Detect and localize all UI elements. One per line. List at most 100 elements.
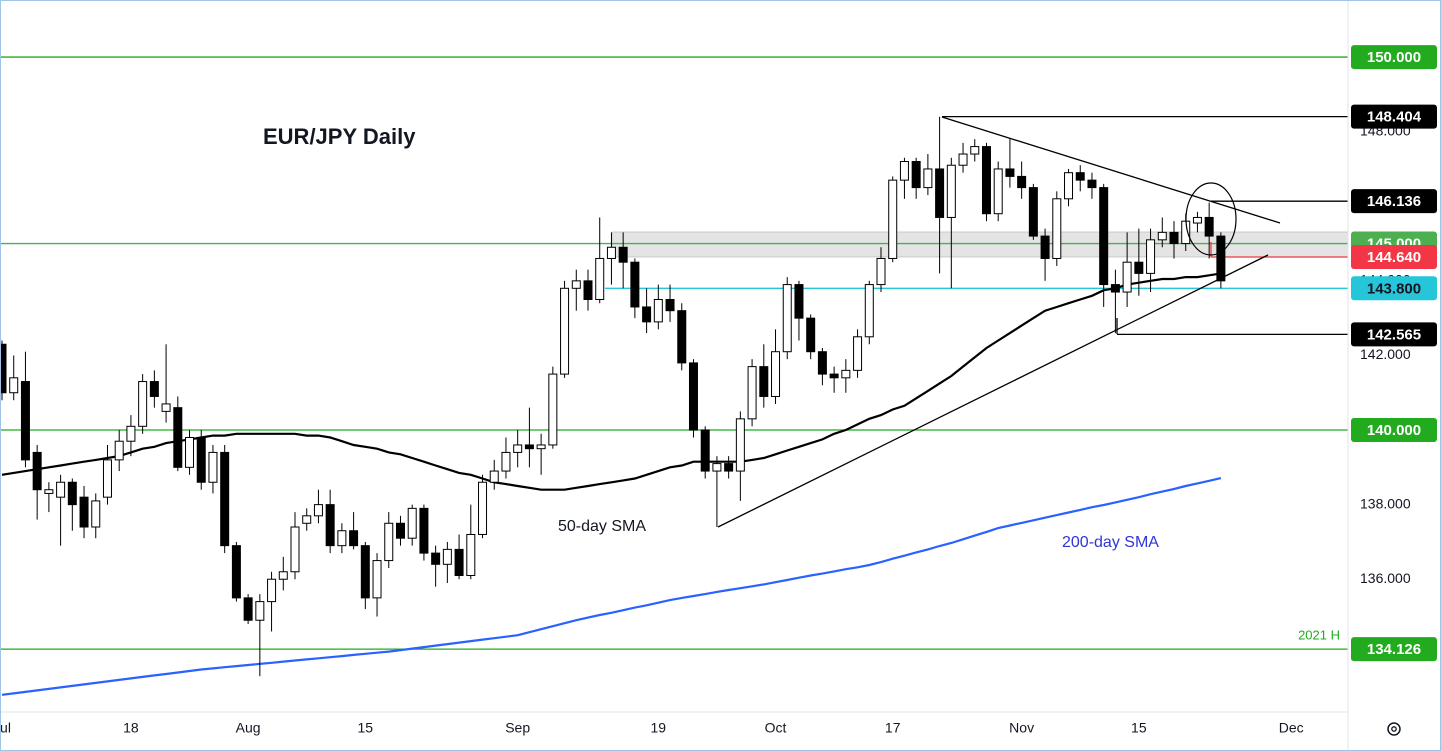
- candle-body: [466, 533, 476, 576]
- x-tick-label: Aug: [236, 720, 261, 736]
- candle-body: [688, 362, 698, 431]
- price-badge-label: 134.126: [1367, 641, 1421, 658]
- price-badge: [1351, 322, 1437, 347]
- candle-body: [349, 530, 359, 547]
- resistance-zone: [611, 231, 1348, 258]
- candle-body: [571, 280, 581, 289]
- candle-body: [1157, 231, 1167, 241]
- candle-body: [1028, 187, 1038, 237]
- candle-body: [1146, 239, 1156, 274]
- candle-body: [970, 146, 980, 155]
- candle-body: [1216, 235, 1226, 282]
- level-note: 2021 H: [1298, 627, 1340, 642]
- candle-body: [712, 463, 722, 472]
- price-badge-label: 146.136: [1367, 193, 1421, 210]
- candle-body: [1134, 261, 1144, 274]
- x-tick-label: 15: [358, 720, 374, 736]
- candle-body: [876, 257, 886, 286]
- price-badge: [1351, 244, 1437, 269]
- candle-body: [1099, 187, 1109, 286]
- candle-body: [1192, 216, 1202, 224]
- candle-body: [513, 444, 523, 453]
- price-badge: [1351, 45, 1437, 70]
- candle-body: [853, 336, 863, 371]
- trendline: [717, 254, 1269, 528]
- candle-body: [993, 168, 1003, 215]
- candle-body: [231, 545, 241, 599]
- x-tick-label: Sep: [505, 720, 530, 736]
- x-tick-label: 18: [123, 720, 139, 736]
- candle-body: [747, 366, 757, 420]
- candle-body: [1005, 168, 1015, 177]
- candle-body: [677, 310, 687, 364]
- candle-body: [9, 377, 19, 394]
- candle-body: [407, 507, 417, 539]
- candle-body: [501, 451, 511, 472]
- candle-body: [888, 179, 898, 259]
- x-tick-label: Dec: [1279, 720, 1304, 736]
- price-badge-label: 150.000: [1367, 49, 1421, 66]
- candle-body: [267, 578, 277, 603]
- candle-body: [981, 146, 991, 215]
- candle-body: [1110, 284, 1120, 293]
- price-badge: [1351, 418, 1437, 443]
- candle-body: [1204, 216, 1214, 237]
- candle-body: [489, 470, 499, 483]
- x-tick-label: 19: [651, 720, 667, 736]
- candle-body: [899, 160, 909, 181]
- candle-body: [618, 246, 628, 263]
- highlight-circle: [1185, 182, 1237, 256]
- candle-body: [0, 343, 7, 394]
- candle-body: [161, 403, 171, 412]
- y-tick-label: 142.000: [1360, 346, 1411, 362]
- candle-body: [935, 168, 945, 218]
- candle-body: [946, 164, 956, 218]
- candle-body: [817, 351, 827, 375]
- candle-body: [864, 284, 874, 338]
- candle-body: [595, 257, 605, 300]
- candle-body: [700, 429, 710, 472]
- candle-body: [56, 481, 66, 498]
- candle-body: [173, 407, 183, 468]
- candle-body: [1087, 179, 1097, 189]
- candle-body: [255, 601, 265, 621]
- candle-body: [782, 284, 792, 353]
- gear[interactable]: [1387, 722, 1401, 736]
- candle-body: [958, 153, 968, 166]
- candle-body: [138, 381, 148, 427]
- candle-body: [243, 597, 253, 621]
- candle-body: [208, 451, 218, 483]
- candle-body: [360, 545, 370, 599]
- sma-label: 50-day SMA: [558, 518, 646, 535]
- x-tick-label: Oct: [765, 720, 787, 736]
- gear-hub[interactable]: [1391, 726, 1397, 732]
- candle-body: [290, 526, 300, 573]
- candle-body: [560, 287, 570, 375]
- candle-body: [806, 317, 816, 353]
- candle-body: [185, 436, 195, 468]
- candle-body: [1064, 172, 1074, 200]
- candle-body: [149, 381, 159, 397]
- candle-body: [642, 306, 652, 323]
- candle-body: [302, 515, 312, 524]
- candle-body: [442, 548, 452, 565]
- candle-body: [1122, 261, 1132, 293]
- price-badge-label: 142.565: [1367, 326, 1421, 343]
- settings-icon[interactable]: [1387, 722, 1401, 736]
- candle-body: [126, 425, 136, 442]
- candle-body: [1040, 235, 1050, 259]
- candle-body: [20, 381, 30, 461]
- candle-body: [325, 504, 335, 547]
- candle-body: [724, 463, 734, 472]
- candle-body: [32, 451, 42, 491]
- candle-body: [829, 373, 839, 379]
- price-badge-label: 144.640: [1367, 249, 1421, 266]
- candle-body: [220, 451, 230, 547]
- price-badge: [1351, 104, 1437, 129]
- candle-body: [759, 366, 769, 397]
- y-tick-label: 136.000: [1360, 570, 1411, 586]
- candle-body: [44, 489, 54, 494]
- candle-body: [114, 440, 124, 461]
